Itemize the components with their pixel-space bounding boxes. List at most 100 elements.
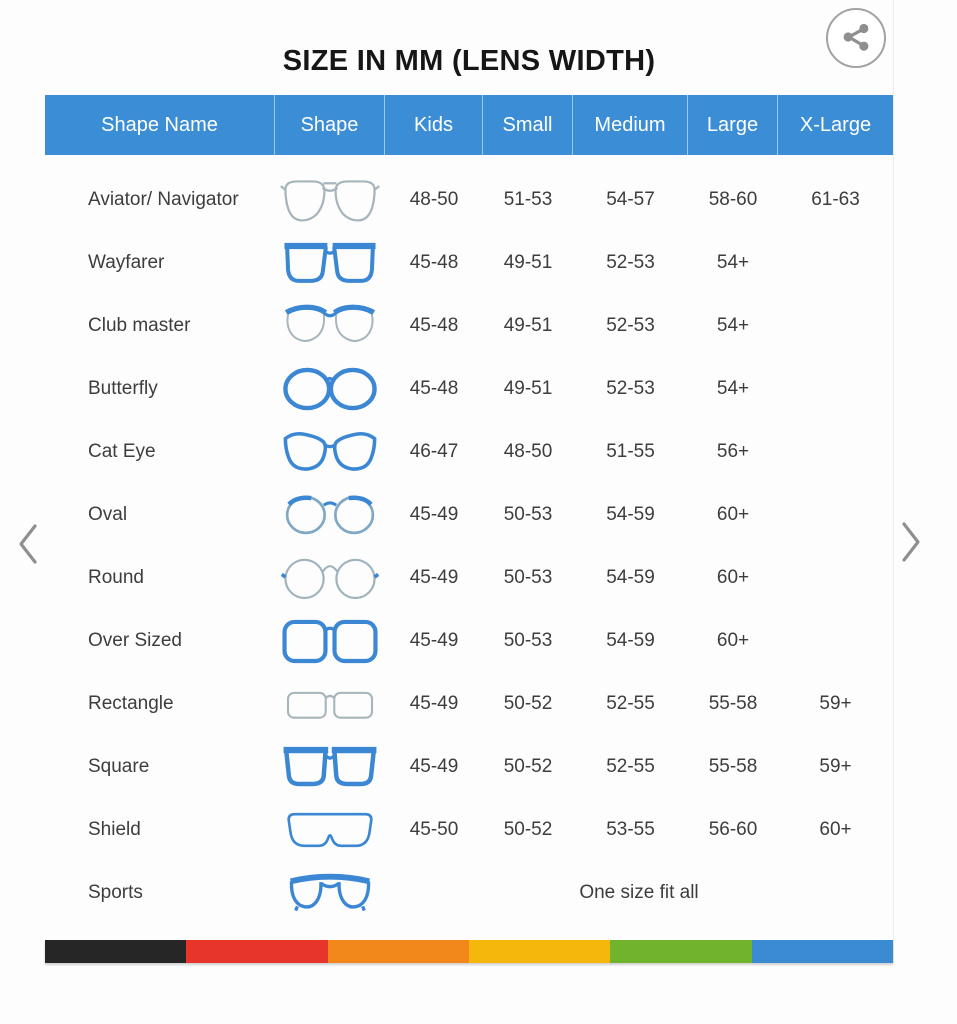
table-row: Round 45-49 50-53 54-59 60+ (45, 546, 893, 609)
size-large: 54+ (716, 314, 750, 336)
size-kids: 46-47 (409, 440, 459, 462)
size-small: 49-51 (503, 314, 553, 336)
table-row: Wayfarer 45-48 49-51 52-53 54+ (45, 231, 893, 294)
size-kids: 45-49 (409, 755, 459, 777)
size-small: 51-53 (503, 188, 553, 210)
column-header-kids: Kids (385, 95, 483, 155)
size-large: 55-58 (708, 692, 758, 714)
brand-color-stripe (45, 940, 893, 963)
size-large: 56-60 (708, 818, 758, 840)
shape-name: Shield (88, 818, 141, 840)
size-small: 49-51 (503, 377, 553, 399)
size-large: 60+ (716, 503, 750, 525)
table-row: Cat Eye 46-47 48-50 51-55 56+ (45, 420, 893, 483)
square-glasses-icon (275, 742, 385, 792)
size-medium: 52-53 (606, 377, 655, 399)
table-row: Rectangle 45-49 50-52 52-55 55-58 59+ (45, 672, 893, 735)
size-medium: 52-53 (606, 251, 655, 273)
size-medium: 54-59 (606, 503, 655, 525)
table-row: Over Sized 45-49 50-53 54-59 60+ (45, 609, 893, 672)
size-small: 50-53 (503, 629, 553, 651)
size-small: 50-52 (503, 755, 553, 777)
size-small: 50-53 (503, 503, 553, 525)
shape-name: Butterfly (88, 377, 158, 399)
size-kids: 45-49 (409, 566, 459, 588)
round-glasses-icon (275, 552, 385, 604)
size-medium: 54-57 (606, 188, 655, 210)
size-kids: 45-49 (409, 629, 459, 651)
size-small: 50-52 (503, 818, 553, 840)
size-large: 55-58 (708, 755, 758, 777)
table-row: Aviator/ Navigator 48-50 51-53 54-57 58-… (45, 168, 893, 231)
size-medium: 53-55 (606, 818, 655, 840)
size-small: 50-53 (503, 566, 553, 588)
size-kids: 45-48 (409, 251, 459, 273)
column-header-medium: Medium (573, 95, 688, 155)
shape-name: Over Sized (88, 629, 182, 651)
table-body: Aviator/ Navigator 48-50 51-53 54-57 58-… (45, 168, 893, 924)
wayfarer-glasses-icon (275, 238, 385, 288)
size-large: 56+ (716, 440, 750, 462)
share-button[interactable] (826, 8, 886, 68)
shape-name: Wayfarer (88, 251, 165, 273)
size-large: 54+ (716, 251, 750, 273)
table-row: Sports One size fit all (45, 861, 893, 924)
table-row: Butterfly 45-48 49-51 52-53 54+ (45, 357, 893, 420)
size-medium: 51-55 (606, 440, 655, 462)
carousel-next-button[interactable] (899, 520, 923, 567)
stripe-black (45, 940, 187, 963)
size-kids: 45-50 (409, 818, 459, 840)
table-row: Shield 45-50 50-52 53-55 56-60 60+ (45, 798, 893, 861)
size-x-large: 60+ (819, 818, 852, 840)
size-kids: 45-48 (409, 314, 459, 336)
content-right-divider (893, 0, 894, 963)
size-x-large: 59+ (819, 755, 852, 777)
size-small: 48-50 (503, 440, 553, 462)
stripe-blue (751, 940, 893, 963)
shape-name: Round (88, 566, 144, 588)
oversized-glasses-icon (275, 615, 385, 667)
size-medium: 52-55 (606, 755, 655, 777)
shield-glasses-icon (275, 808, 385, 852)
butterfly-glasses-icon (275, 363, 385, 415)
shape-name: Square (88, 755, 150, 777)
size-large: 60+ (716, 629, 750, 651)
column-header-shape-name: Shape Name (45, 95, 275, 155)
column-header-large: Large (688, 95, 778, 155)
carousel-prev-button[interactable] (16, 522, 40, 569)
size-kids: 45-49 (409, 503, 459, 525)
size-kids: 45-48 (409, 377, 459, 399)
size-kids: 48-50 (409, 188, 459, 210)
table-row: Oval 45-49 50-53 54-59 60+ (45, 483, 893, 546)
chevron-left-icon (16, 524, 40, 569)
chevron-right-icon (899, 522, 923, 567)
cateye-glasses-icon (275, 427, 385, 477)
size-kids: 45-49 (409, 692, 459, 714)
rectangle-glasses-icon (275, 680, 385, 728)
one-size-note: One size fit all (579, 881, 699, 903)
aviator-glasses-icon (275, 174, 385, 226)
size-medium: 54-59 (606, 566, 655, 588)
table-row: Square 45-49 50-52 52-55 55-58 59+ (45, 735, 893, 798)
size-large: 60+ (716, 566, 750, 588)
shape-name: Aviator/ Navigator (88, 188, 239, 210)
table-row: Club master 45-48 49-51 52-53 54+ (45, 294, 893, 357)
size-medium: 52-55 (606, 692, 655, 714)
share-icon (839, 20, 873, 57)
column-header-small: Small (483, 95, 573, 155)
size-x-large: 59+ (819, 692, 852, 714)
size-x-large: 61-63 (811, 188, 860, 210)
size-medium: 54-59 (606, 629, 655, 651)
column-header-x-large: X-Large (799, 113, 872, 136)
stripe-green (610, 940, 752, 963)
column-header-shape: Shape (275, 95, 385, 155)
shape-name: Cat Eye (88, 440, 156, 462)
size-large: 54+ (716, 377, 750, 399)
shape-name: Rectangle (88, 692, 174, 714)
stripe-orange (327, 940, 469, 963)
oval-glasses-icon (275, 490, 385, 540)
page-title: SIZE IN MM (LENS WIDTH) (282, 45, 656, 78)
table-header: Shape Name Shape Kids Small Medium Large… (45, 95, 893, 155)
size-small: 50-52 (503, 692, 553, 714)
sports-glasses-icon (275, 869, 385, 917)
